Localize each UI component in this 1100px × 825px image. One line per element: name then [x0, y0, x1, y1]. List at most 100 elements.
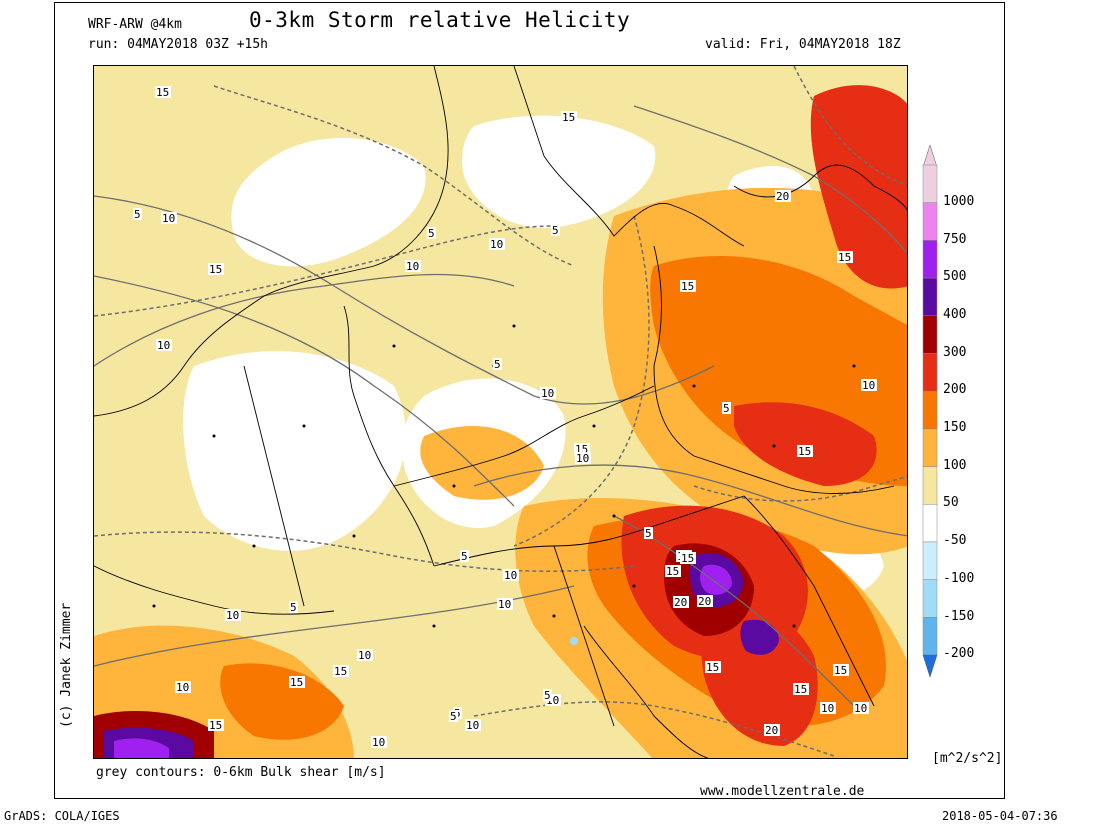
- field-150-200-sw: [220, 663, 344, 740]
- city-dots: [152, 324, 856, 628]
- contour-label: 10: [157, 339, 170, 352]
- contour-label-bg: [155, 86, 171, 98]
- colorbar-level-label: 750: [943, 231, 967, 247]
- helicity-map[interactable]: 1551015105151051015201551010515151015515…: [93, 65, 908, 759]
- contour-label: 5: [723, 402, 730, 415]
- contour-label-bg: [493, 358, 502, 370]
- contour-label-bg: [543, 689, 552, 701]
- border: [343, 305, 435, 567]
- website-link[interactable]: www.modellzentrale.de: [700, 784, 865, 799]
- shear-contour-dashed: [213, 85, 575, 267]
- contour-label: 10: [162, 212, 175, 225]
- contour-label: 20: [674, 596, 687, 609]
- contour-label: 15: [290, 676, 303, 689]
- contour-label-bg: [208, 263, 224, 275]
- contour-label-bg: [837, 251, 853, 263]
- border: [553, 545, 615, 727]
- contour-label-bg: [551, 224, 560, 236]
- contour-label: 5: [544, 689, 551, 702]
- contour-label: 15: [666, 565, 679, 578]
- shear-contour: [473, 464, 907, 537]
- border: [743, 495, 875, 707]
- contour-label: 10: [862, 379, 875, 392]
- contour-label-bg: [405, 260, 421, 272]
- border: [393, 385, 655, 487]
- contour-label: 10: [358, 649, 371, 662]
- field-200-300-balkan: [701, 603, 818, 746]
- contour-label-bg: [208, 719, 224, 731]
- contour-label-bg: [764, 724, 780, 736]
- contour-label: 5: [450, 710, 457, 723]
- contour-label-bg: [371, 736, 387, 748]
- contour-label: 20: [765, 724, 778, 737]
- contour-label-bg: [503, 569, 519, 581]
- contour-label: 10: [406, 260, 419, 273]
- coastline: [94, 66, 449, 417]
- valid-time-label: valid: Fri, 04MAY2018 18Z: [705, 37, 901, 52]
- colorbar-level-label: -100: [943, 570, 975, 586]
- contour-label-bg: [644, 527, 653, 539]
- colorbar-level-label: 150: [943, 420, 967, 436]
- contour-label-bg: [575, 452, 591, 464]
- border: [243, 365, 305, 607]
- contour-label: 15: [156, 86, 169, 99]
- shear-contour-dashed: [793, 66, 907, 187]
- contour-label: 5: [134, 208, 141, 221]
- contour-note: grey contours: 0-6km Bulk shear [m/s]: [96, 765, 386, 780]
- contour-label-bg: [722, 402, 731, 414]
- contour-label-bg: [333, 665, 349, 677]
- contour-label-bg: [357, 649, 373, 661]
- colorbar-level-label: 100: [943, 457, 967, 473]
- colorbar-level-label: 1000: [943, 193, 975, 209]
- contour-label: 10: [372, 736, 385, 749]
- contour-label: 20: [698, 595, 711, 608]
- contour-label-bg: [680, 280, 696, 292]
- contour-label-bg: [665, 565, 681, 577]
- contour-label-bg: [853, 702, 869, 714]
- colorbar-level-label: -200: [943, 646, 975, 662]
- contour-label: 20: [776, 190, 789, 203]
- shear-contour: [94, 273, 515, 367]
- contour-label-bg: [465, 719, 481, 731]
- contour-label-bg: [861, 379, 877, 391]
- contour-label-bg: [673, 596, 689, 608]
- contour-label: 15: [834, 664, 847, 677]
- contour-label: 15: [798, 445, 811, 458]
- contour-label-bg: [289, 676, 305, 688]
- colorbar-level-label: -150: [943, 608, 975, 624]
- software-credit: GrADS: COLA/IGES: [4, 809, 120, 823]
- contour-label: 10: [854, 702, 867, 715]
- contour-label: 15: [209, 719, 222, 732]
- shear-contour-dashed: [94, 225, 555, 317]
- contour-label-bg: [561, 111, 577, 123]
- contour-label-bg: [460, 550, 469, 562]
- contour-label: 5: [461, 550, 468, 563]
- contour-label: 10: [576, 452, 589, 465]
- contour-label: 10: [226, 609, 239, 622]
- chart-title: 0-3km Storm relative Helicity: [249, 8, 631, 32]
- contour-label: 10: [821, 702, 834, 715]
- contour-label-bg: [225, 609, 241, 621]
- contour-label-bg: [289, 601, 298, 613]
- shear-contour-dashed: [94, 531, 635, 572]
- contour-label-bg: [161, 212, 177, 224]
- field-400-500-balkan: [740, 619, 779, 655]
- generation-timestamp: 2018-05-04-07:36: [942, 809, 1058, 823]
- contour-label: 15: [794, 683, 807, 696]
- colorbar-level-label: 300: [943, 344, 967, 360]
- contour-label-bg: [775, 190, 791, 202]
- coastline: [513, 66, 745, 247]
- contour-label-bg: [680, 552, 696, 564]
- run-label: run: 04MAY2018 03Z +15h: [88, 37, 269, 52]
- contour-label: 15: [562, 111, 575, 124]
- contour-label: 5: [428, 227, 435, 240]
- field-500-750-southwest: [114, 738, 169, 758]
- contour-label: 15: [334, 665, 347, 678]
- colorbar-level-label: 400: [943, 306, 967, 322]
- contour-label: 10: [541, 387, 554, 400]
- contour-label: 15: [681, 552, 694, 565]
- contour-label-bg: [820, 702, 836, 714]
- contour-label: 5: [494, 358, 501, 371]
- field-200-300-carpathian: [734, 402, 877, 486]
- contour-label: 10: [490, 238, 503, 251]
